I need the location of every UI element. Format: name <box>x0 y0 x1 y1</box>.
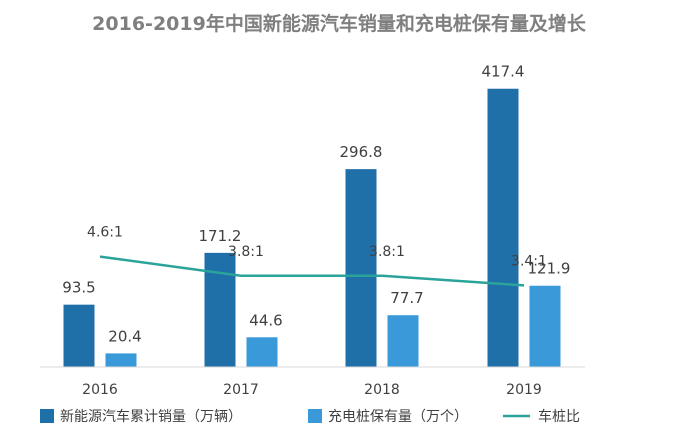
bar-sales-2019 <box>487 88 519 367</box>
x-tick-2016: 2016 <box>82 382 118 398</box>
label-ratio-2017: 3.8:1 <box>228 244 264 260</box>
bar-sales-2016 <box>63 304 95 367</box>
label-chargers-2018: 77.7 <box>390 289 423 307</box>
label-sales-2016: 93.5 <box>62 279 95 297</box>
label-ratio-2018: 3.8:1 <box>369 244 405 260</box>
x-tick-2018: 2018 <box>364 382 400 398</box>
bar-chargers-2017 <box>246 337 278 367</box>
label-ratio-2016: 4.6:1 <box>87 225 123 241</box>
bar-sales-2017 <box>204 252 236 367</box>
legend-label-ratio: 车桩比 <box>538 408 580 425</box>
legend-label-sales: 新能源汽车累计销量（万辆） <box>60 408 242 425</box>
label-sales-2018: 296.8 <box>340 143 383 161</box>
x-tick-2017: 2017 <box>223 382 259 398</box>
ratio-line <box>99 255 525 287</box>
label-chargers-2019: 121.9 <box>528 260 571 278</box>
label-chargers-2016: 20.4 <box>108 327 141 345</box>
bar-chargers-2019 <box>529 285 561 367</box>
label-chargers-2017: 44.6 <box>249 311 282 329</box>
legend-label-chargers: 充电桩保有量（万个） <box>328 408 468 425</box>
legend-swatch-sales <box>40 409 54 423</box>
bar-chargers-2016 <box>105 353 137 367</box>
legend-swatch-chargers <box>308 409 322 423</box>
chart-title: 2016-2019年中国新能源汽车销量和充电桩保有量及增长 <box>92 12 587 35</box>
x-tick-2019: 2019 <box>506 382 542 398</box>
bar-sales-2018 <box>345 169 377 367</box>
label-sales-2017: 171.2 <box>199 227 242 245</box>
label-sales-2019: 417.4 <box>482 63 525 81</box>
label-ratio-2019: 3.4:1 <box>511 253 547 269</box>
bar-chargers-2018 <box>387 315 419 367</box>
